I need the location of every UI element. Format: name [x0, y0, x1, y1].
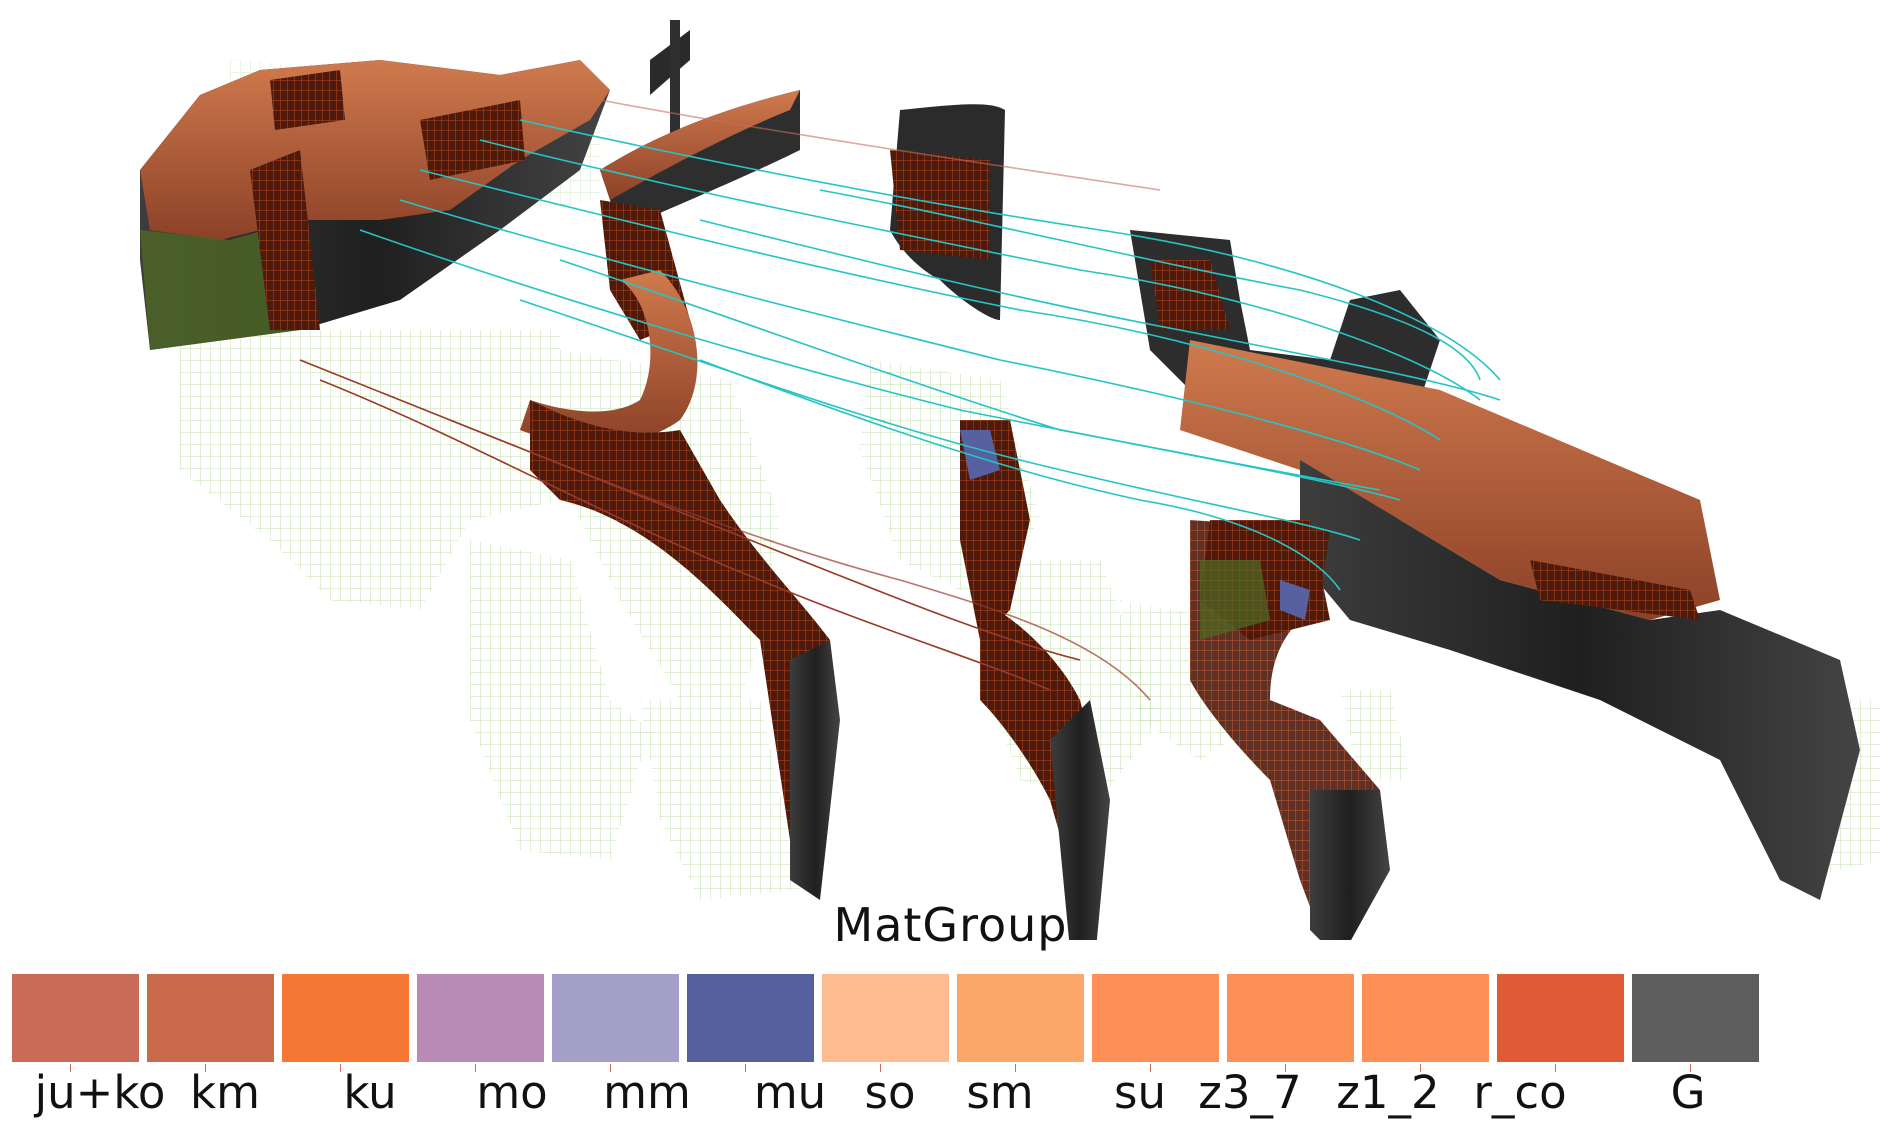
wall-center-2	[960, 420, 1110, 940]
legend-swatch-su	[1092, 974, 1219, 1072]
legend-swatch-mm	[552, 974, 679, 1072]
legend-label-ju+ko: ju+ko	[34, 1066, 166, 1119]
block-left	[140, 20, 690, 350]
streamlines	[299, 99, 1501, 701]
legend-tick	[880, 1064, 881, 1072]
legend-label-z1_2: z1_2	[1336, 1066, 1440, 1119]
legend-tick	[475, 1064, 476, 1072]
legend-swatch-so	[822, 974, 949, 1072]
legend-swatch-z3_7	[1227, 974, 1354, 1072]
legend-swatch-r_co	[1497, 974, 1624, 1072]
legend-tick	[1690, 1064, 1691, 1072]
legend-swatch-mu	[687, 974, 814, 1072]
legend-tick	[205, 1064, 206, 1072]
legend-color-bar	[12, 974, 1774, 1072]
legend-swatch-G	[1632, 974, 1759, 1072]
wall-center-1	[520, 90, 1005, 900]
legend-labels: ju+ko km ku mo mm mu so sm su z3_7 z1_2 r_co G	[12, 1066, 1774, 1122]
legend-label-so: so	[864, 1066, 916, 1119]
geological-3d-view	[140, 20, 1880, 940]
legend-tick	[70, 1064, 71, 1072]
legend-swatch-ku	[282, 974, 409, 1072]
legend-tick	[1420, 1064, 1421, 1072]
legend-tick	[610, 1064, 611, 1072]
block-right	[1130, 230, 1860, 940]
legend-label-G: G	[1670, 1066, 1706, 1119]
legend-label-sm: sm	[966, 1066, 1034, 1119]
legend-label-mu: mu	[753, 1066, 827, 1119]
legend-swatch-sm	[957, 974, 1084, 1072]
legend-tick	[745, 1064, 746, 1072]
legend-swatch-km	[147, 974, 274, 1072]
legend-label-km: km	[190, 1066, 260, 1119]
legend-swatch-ju+ko	[12, 974, 139, 1072]
legend-label-z3_7: z3_7	[1198, 1066, 1302, 1119]
legend-tick	[1015, 1064, 1016, 1072]
legend-label-mo: mo	[476, 1066, 548, 1119]
legend-tick	[1150, 1064, 1151, 1072]
legend-tick	[1555, 1064, 1556, 1072]
legend-swatch-z1_2	[1362, 974, 1489, 1072]
legend-tick	[1285, 1064, 1286, 1072]
legend-swatch-mo	[417, 974, 544, 1072]
legend-tick	[340, 1064, 341, 1072]
legend-title: MatGroup	[833, 898, 1068, 952]
legend-label-ku: ku	[343, 1066, 397, 1119]
legend-label-r_co: r_co	[1473, 1066, 1567, 1119]
legend-label-mm: mm	[603, 1066, 691, 1119]
legend-label-su: su	[1114, 1066, 1166, 1119]
